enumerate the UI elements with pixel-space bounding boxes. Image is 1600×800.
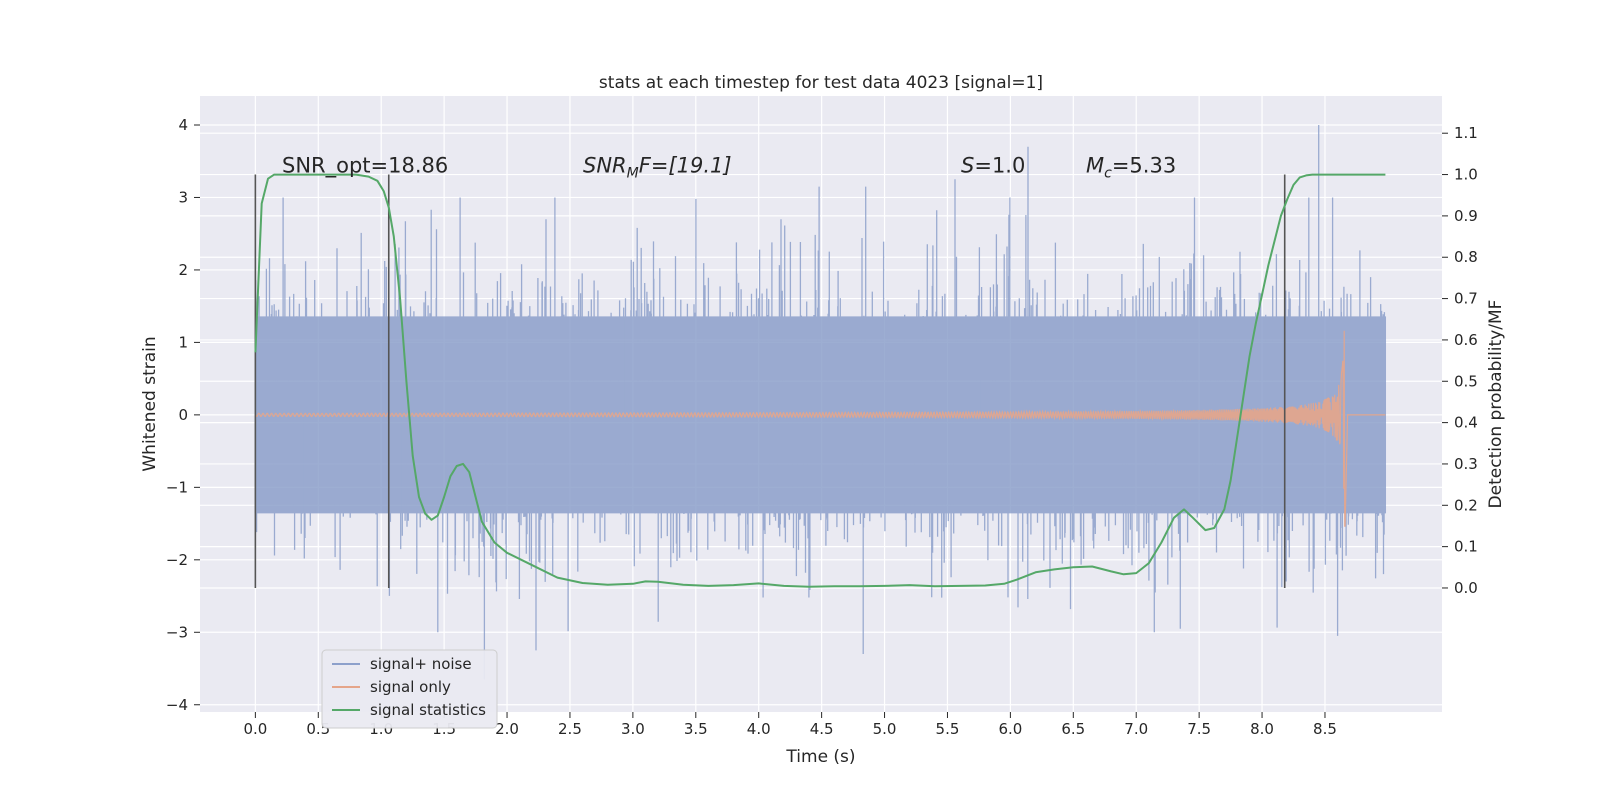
x-tick-label: 5.0 [873, 720, 897, 738]
y-tick-label: 3 [178, 188, 188, 206]
y-tick-label: −2 [166, 551, 188, 569]
y-axis-right-label: Detection probability/MF [1486, 300, 1506, 509]
y-right-tick-label: 0.2 [1454, 496, 1478, 514]
annotation-s-label: S [961, 154, 974, 178]
x-tick-label: 6.5 [1061, 720, 1085, 738]
x-tick-label: 3.0 [621, 720, 645, 738]
chart-title: stats at each timestep for test data 402… [599, 73, 1043, 93]
signal-only-series [254, 330, 1386, 527]
data-layer [254, 125, 1387, 680]
legend-label: signal statistics [370, 701, 486, 719]
annotation-mc-rest: =5.33 [1112, 154, 1176, 178]
x-tick-label: 2.0 [495, 720, 519, 738]
x-tick-label: 4.5 [810, 720, 834, 738]
annotation-mc-label: M [1086, 154, 1104, 178]
annotation-s: S=1.0 [961, 154, 1025, 178]
y-right-tick-label: 0.9 [1454, 207, 1478, 225]
y-right-tick-label: 0.3 [1454, 455, 1478, 473]
legend-box [321, 649, 498, 729]
x-axis-label: Time (s) [785, 747, 855, 767]
y-right-tick-label: 0.1 [1454, 538, 1478, 556]
annotation-snr-mf-label: SNR [583, 154, 627, 178]
legend: signal+ noise signal only signal statistic… [321, 649, 498, 729]
annotation-s-rest: =1.0 [974, 154, 1025, 178]
x-tick-label: 5.5 [936, 720, 960, 738]
legend-label: signal only [370, 678, 451, 696]
x-tick-label: 7.0 [1124, 720, 1148, 738]
y-axis-label: Whitened strain [140, 336, 160, 471]
annotation-snr-mf: SNRMF=[19.1] [583, 154, 732, 182]
y-right-tick-label: 0.0 [1454, 579, 1478, 597]
signal-noise-series [254, 125, 1387, 680]
x-tick-label: 6.0 [998, 720, 1022, 738]
y-right-tick-label: 1.1 [1454, 124, 1478, 142]
legend-label: signal+ noise [370, 655, 472, 673]
annotation-snr-mf-rest: F=[19.1] [639, 154, 732, 178]
y-right-tick-label: 0.7 [1454, 290, 1478, 308]
annotation-mc-sub: c [1104, 166, 1112, 182]
annotation-mc: Mc=5.33 [1086, 154, 1176, 182]
y-tick-label: 1 [178, 333, 188, 351]
y-tick-label: −4 [166, 696, 188, 714]
x-tick-label: 8.5 [1313, 720, 1337, 738]
y-tick-label: −1 [166, 478, 188, 496]
y-right-tick-label: 0.5 [1454, 372, 1478, 390]
y-right-tick-label: 0.4 [1454, 414, 1478, 432]
annotation-snr-opt: SNR_opt=18.86 [282, 154, 448, 179]
signal-statistics-series [254, 173, 1386, 588]
annotation-snr-mf-sub: M [627, 166, 639, 182]
x-tick-label: 7.5 [1187, 720, 1211, 738]
x-tick-label: 3.5 [684, 720, 708, 738]
y-tick-label: 4 [178, 116, 188, 134]
y-tick-label: 2 [178, 261, 188, 279]
y-right-tick-label: 1.0 [1454, 166, 1478, 184]
y-right-tick-label: 0.6 [1454, 331, 1478, 349]
x-tick-label: 8.0 [1250, 720, 1274, 738]
x-tick-label: 4.0 [747, 720, 771, 738]
x-tick-label: 0.0 [243, 720, 267, 738]
x-tick-label: 2.5 [558, 720, 582, 738]
y-tick-label: 0 [178, 406, 188, 424]
annotations: SNR_opt=18.86 SNRMF=[19.1] S=1.0 Mc=5.33 [282, 154, 1176, 182]
y-tick-label: −3 [166, 623, 188, 641]
y-right-tick-label: 0.8 [1454, 248, 1478, 266]
